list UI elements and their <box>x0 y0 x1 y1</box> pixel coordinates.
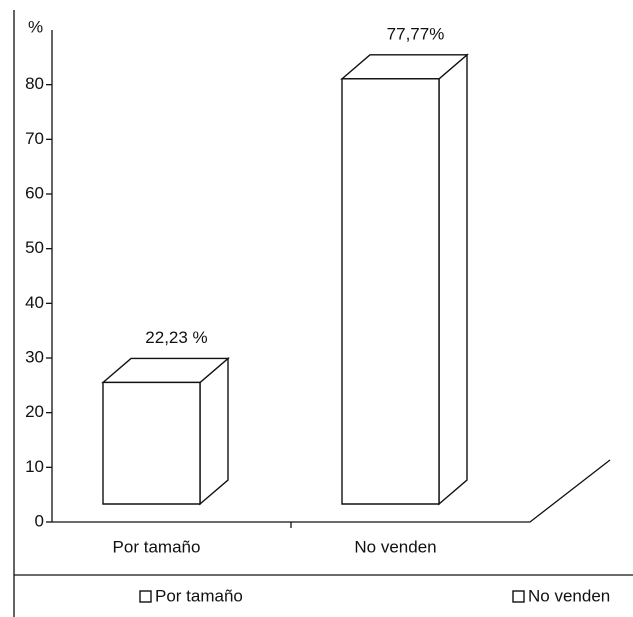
y-tick-label: 50 <box>25 238 44 257</box>
value-label: 22,23 % <box>145 328 207 347</box>
bar-front <box>341 78 440 505</box>
y-tick-label: 30 <box>25 347 44 366</box>
bar-side <box>199 356 229 506</box>
y-tick-label: 10 <box>25 457 44 476</box>
y-tick-label: 60 <box>25 183 44 202</box>
bar-front <box>102 381 201 505</box>
y-tick-label: 70 <box>25 129 44 148</box>
bar <box>101 356 230 506</box>
legend-label: Por tamaño <box>155 586 243 605</box>
y-tick-label: 40 <box>25 293 44 312</box>
bar <box>340 53 469 506</box>
x-tick-label: No venden <box>354 537 436 556</box>
x-tick-label: Por tamaño <box>113 537 201 556</box>
y-axis-label: % <box>28 17 43 36</box>
legend-label: No venden <box>528 586 610 605</box>
y-tick-label: 80 <box>25 74 44 93</box>
value-label: 77,77% <box>387 24 445 43</box>
legend-swatch <box>512 590 525 603</box>
y-tick-label: 0 <box>35 511 44 530</box>
y-tick-label: 20 <box>25 402 44 421</box>
bar-side <box>438 53 468 506</box>
floor <box>52 459 611 523</box>
legend-swatch <box>139 590 152 603</box>
